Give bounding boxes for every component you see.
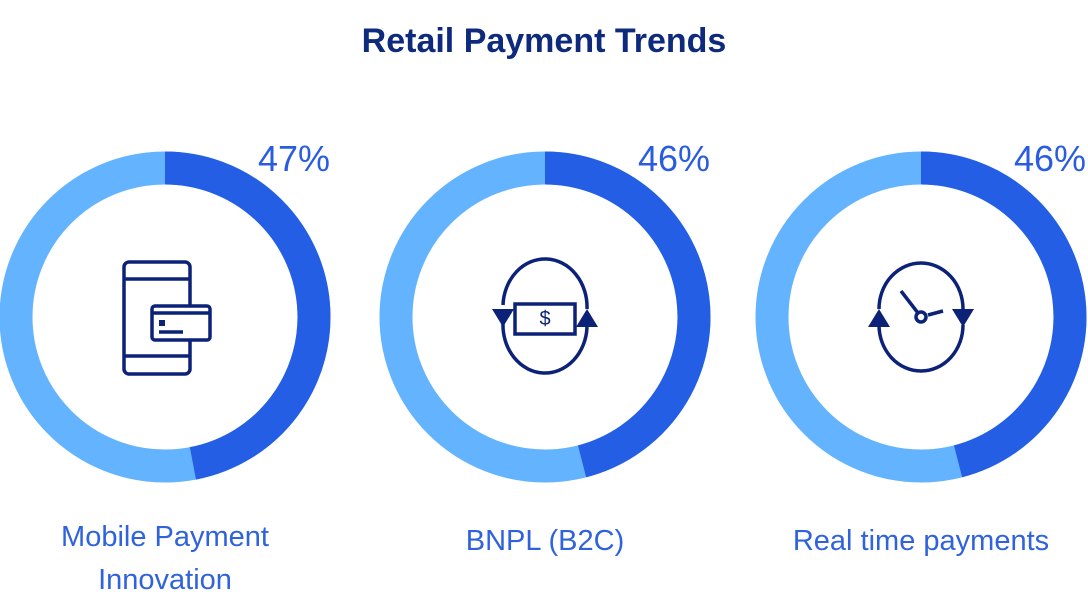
- svg-text:$: $: [539, 308, 550, 330]
- donut-value-arc: [544, 151, 711, 478]
- value-label: 46%: [638, 138, 711, 179]
- value-label: 47%: [258, 138, 331, 179]
- phone-card-icon: [122, 260, 212, 376]
- chart-title: Retail Payment Trends: [361, 22, 727, 60]
- clock-cycle-icon: [868, 261, 974, 373]
- dollar-cycle-icon: $: [492, 257, 598, 375]
- value-label: 46%: [1014, 138, 1087, 179]
- category-label: BNPL (B2C): [465, 525, 625, 557]
- donut-value-arc: [164, 151, 331, 480]
- category-label: Real time payments: [792, 525, 1050, 557]
- category-label: Mobile Payment Innovation: [61, 521, 269, 596]
- donut-value-arc: [920, 151, 1087, 478]
